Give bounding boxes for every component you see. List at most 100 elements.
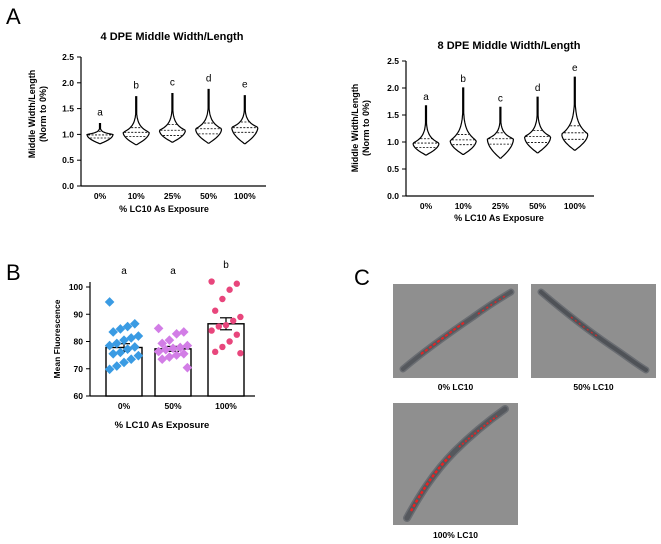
data-point bbox=[233, 280, 240, 287]
x-axis-label: % LC10 As Exposure bbox=[119, 204, 209, 214]
x-axis-label: % LC10 As Exposure bbox=[454, 213, 544, 223]
y-axis-label: Middle Width/Length bbox=[27, 70, 37, 158]
data-point bbox=[119, 335, 129, 345]
panel-label-a: A bbox=[6, 4, 21, 29]
y-tick-label: 1.0 bbox=[387, 137, 399, 147]
image-caption: 0% LC10 bbox=[437, 382, 474, 392]
data-point bbox=[133, 331, 144, 341]
data-point bbox=[108, 348, 119, 359]
data-point bbox=[219, 295, 226, 303]
micrograph-100-percent bbox=[393, 403, 518, 525]
y-tick-label: 2.5 bbox=[62, 52, 74, 62]
y-tick-label: 1.0 bbox=[62, 129, 74, 139]
data-point bbox=[133, 350, 144, 361]
y-tick-label: 70 bbox=[74, 364, 84, 374]
violin-50% bbox=[195, 88, 223, 144]
x-tick-label: 50% bbox=[529, 201, 546, 211]
x-tick-label: 0% bbox=[94, 191, 107, 201]
significance-letter: e bbox=[572, 63, 578, 74]
significance-letter: c bbox=[170, 78, 175, 89]
image-caption: 100% LC10 bbox=[433, 530, 478, 540]
x-tick-label: 100% bbox=[234, 191, 256, 201]
data-point bbox=[226, 338, 233, 345]
data-point bbox=[222, 321, 230, 329]
y-tick-label: 2.5 bbox=[387, 56, 399, 66]
micrograph-0-percent bbox=[393, 284, 518, 378]
x-tick-label: 100% bbox=[215, 401, 237, 411]
data-point bbox=[171, 329, 182, 339]
x-tick-label: 25% bbox=[492, 201, 509, 211]
data-point bbox=[212, 307, 219, 314]
data-point bbox=[164, 352, 175, 362]
data-point bbox=[215, 323, 222, 330]
y-tick-label: 60 bbox=[74, 391, 84, 401]
x-tick-label: 50% bbox=[164, 401, 181, 411]
x-tick-label: 50% bbox=[200, 191, 217, 201]
x-axis-label: % LC10 As Exposure bbox=[115, 420, 210, 431]
significance-letter: e bbox=[242, 80, 248, 91]
significance-letter: d bbox=[535, 83, 541, 94]
x-tick-label: 0% bbox=[118, 401, 131, 411]
y-axis-label: Mean Fluorescence bbox=[52, 299, 62, 378]
data-point bbox=[122, 321, 133, 332]
violin-25% bbox=[158, 93, 186, 143]
y-axis-label: Middle Width/Length bbox=[350, 84, 360, 172]
significance-letter: a bbox=[97, 108, 103, 119]
y-tick-label: 100 bbox=[69, 282, 83, 292]
violin-10% bbox=[449, 87, 477, 155]
worm-image bbox=[393, 403, 518, 525]
significance-letter: b bbox=[133, 81, 139, 92]
chart-title: 8 DPE Middle Width/Length bbox=[438, 40, 581, 52]
panel-label-b: B bbox=[6, 260, 21, 285]
y-tick-label: 2.0 bbox=[387, 83, 399, 93]
significance-letter: a bbox=[121, 266, 127, 277]
significance-letter: b bbox=[460, 74, 466, 85]
data-point bbox=[178, 327, 189, 337]
significance-letter: d bbox=[206, 74, 212, 85]
y-tick-label: 0.5 bbox=[387, 164, 399, 174]
y-tick-label: 0.0 bbox=[62, 181, 74, 191]
data-point bbox=[157, 338, 168, 349]
data-point bbox=[104, 364, 115, 375]
worm-image bbox=[531, 284, 656, 378]
data-point bbox=[157, 354, 168, 365]
violin-100% bbox=[561, 76, 589, 151]
data-point bbox=[182, 340, 193, 351]
y-tick-label: 0.5 bbox=[62, 155, 74, 165]
data-point bbox=[212, 348, 219, 356]
bar-chart-fluorescence: Mean Fluorescence % LC10 As Exposure 60 7… bbox=[52, 260, 255, 431]
significance-letter: c bbox=[498, 93, 503, 104]
x-tick-label: 25% bbox=[164, 191, 181, 201]
data-point bbox=[119, 357, 129, 368]
significance-letter: b bbox=[223, 260, 229, 271]
worm-image bbox=[393, 284, 518, 378]
data-point bbox=[237, 350, 244, 357]
significance-letter: a bbox=[423, 92, 429, 103]
data-point bbox=[104, 297, 115, 307]
panel-label-c: C bbox=[354, 265, 370, 290]
data-point bbox=[126, 333, 137, 343]
violin-10% bbox=[122, 96, 150, 146]
x-tick-label: 100% bbox=[564, 201, 586, 211]
data-point bbox=[208, 327, 215, 334]
y-axis-label-sub: (Norm to 0%) bbox=[38, 86, 48, 142]
y-tick-label: 90 bbox=[74, 309, 84, 319]
data-point bbox=[237, 313, 244, 321]
violin-100% bbox=[231, 95, 259, 145]
data-point bbox=[208, 278, 215, 285]
significance-letter: a bbox=[170, 266, 176, 277]
image-caption: 50% LC10 bbox=[573, 382, 614, 392]
y-tick-label: 1.5 bbox=[62, 104, 74, 114]
data-point bbox=[230, 317, 237, 324]
y-axis-label-sub: (Norm to 0%) bbox=[361, 100, 371, 156]
x-tick-label: 10% bbox=[455, 201, 472, 211]
violin-50% bbox=[523, 96, 552, 154]
y-tick-label: 0.0 bbox=[387, 191, 399, 201]
y-tick-label: 80 bbox=[74, 337, 84, 347]
data-point bbox=[168, 343, 178, 354]
data-point bbox=[108, 327, 119, 337]
x-tick-label: 0% bbox=[420, 201, 433, 211]
data-point bbox=[164, 335, 175, 345]
x-tick-label: 10% bbox=[128, 191, 145, 201]
